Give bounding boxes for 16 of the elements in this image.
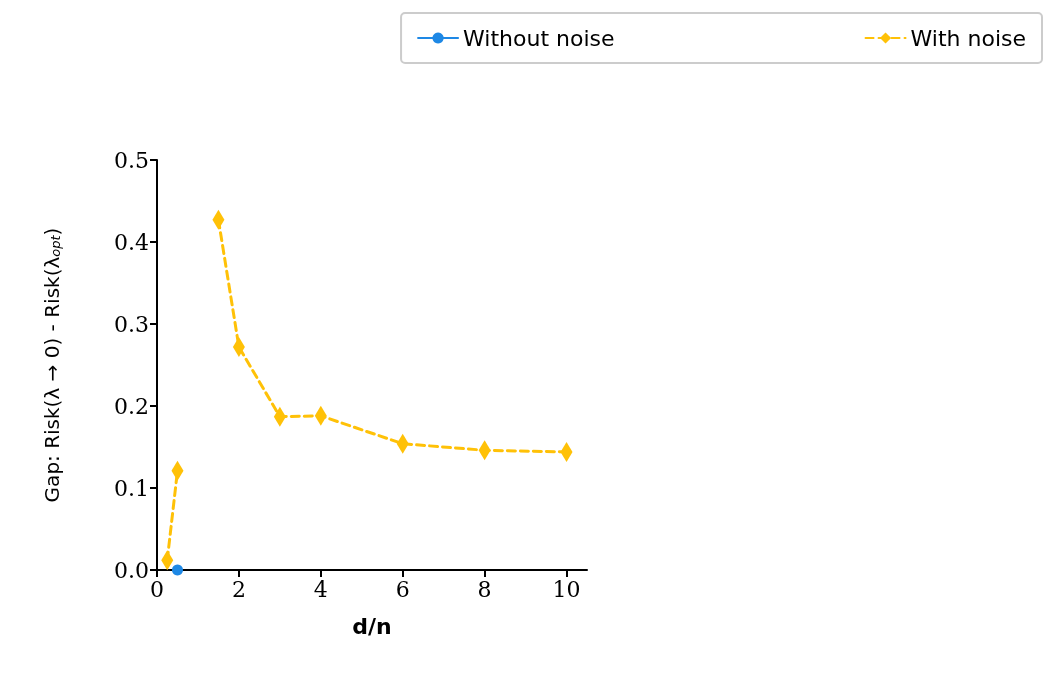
y-tick-label: 0.4	[114, 229, 149, 255]
y-tick-label: 0.2	[114, 393, 149, 419]
point	[171, 564, 183, 576]
x-axis-title: d/n	[352, 613, 392, 639]
y-tick-label: 0.0	[114, 557, 149, 583]
x-tick-label: 4	[313, 576, 328, 602]
x-tick-label: 0	[150, 576, 164, 602]
x-tick-label: 8	[477, 576, 492, 602]
x-tick-label: 6	[395, 576, 410, 602]
y-tick-label: 0.1	[114, 475, 149, 501]
x-tick-label: 10	[552, 576, 581, 602]
y-tick-label: 0.3	[114, 311, 149, 337]
y-tick-label: 0.5	[114, 147, 149, 173]
legend-label: Without noise	[463, 25, 615, 51]
x-tick-label: 2	[231, 576, 246, 602]
legend-label: With noise	[910, 25, 1027, 51]
